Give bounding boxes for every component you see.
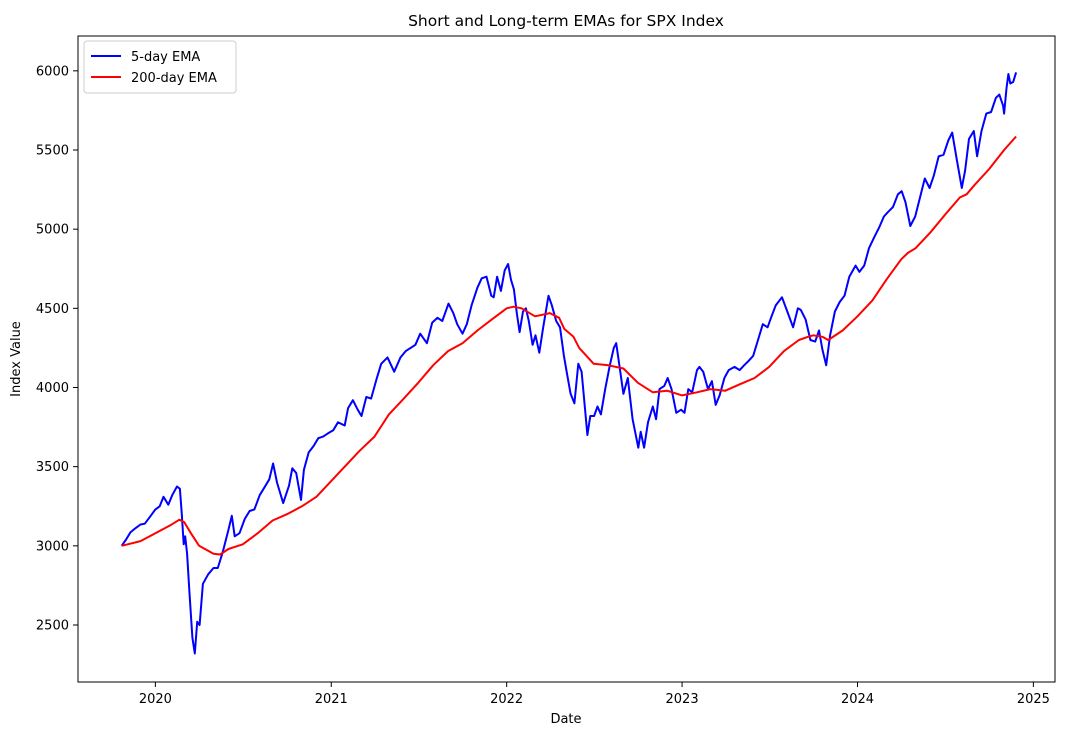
- x-tick-label: 2024: [841, 692, 874, 707]
- y-tick-label: 5500: [36, 144, 69, 159]
- y-axis-label: Index Value: [9, 321, 24, 397]
- y-tick-label: 3000: [36, 539, 69, 554]
- x-tick-label: 2020: [139, 692, 172, 707]
- series-line-5day: [120, 72, 1018, 655]
- y-tick-label: 6000: [36, 64, 69, 79]
- chart-title: Short and Long-term EMAs for SPX Index: [408, 12, 724, 30]
- legend-box: [83, 40, 237, 94]
- y-tick-label: 3500: [36, 460, 69, 475]
- y-tick-label: 5000: [36, 223, 69, 238]
- x-tick-label: 2021: [315, 692, 348, 707]
- legend: 5-day EMA 200-day EMA: [83, 40, 237, 94]
- series-line-200day: [121, 135, 1017, 556]
- y-tick-label: 4000: [36, 381, 69, 396]
- plot-frame: [77, 35, 1056, 683]
- legend-label-200day: 200-day EMA: [131, 71, 217, 86]
- series-layer: [120, 72, 1018, 655]
- legend-label-5day: 5-day EMA: [131, 50, 200, 65]
- x-axis-label: Date: [550, 712, 581, 727]
- x-axis: 2020 2021 2022 2023 2024 2025: [139, 682, 1050, 707]
- y-axis: 2500 3000 3500 4000 4500 5000 5500 6000: [36, 64, 78, 634]
- y-tick-label: 2500: [36, 619, 69, 634]
- x-tick-label: 2022: [490, 692, 523, 707]
- x-tick-label: 2023: [666, 692, 699, 707]
- x-tick-label: 2025: [1017, 692, 1050, 707]
- y-tick-label: 4500: [36, 302, 69, 317]
